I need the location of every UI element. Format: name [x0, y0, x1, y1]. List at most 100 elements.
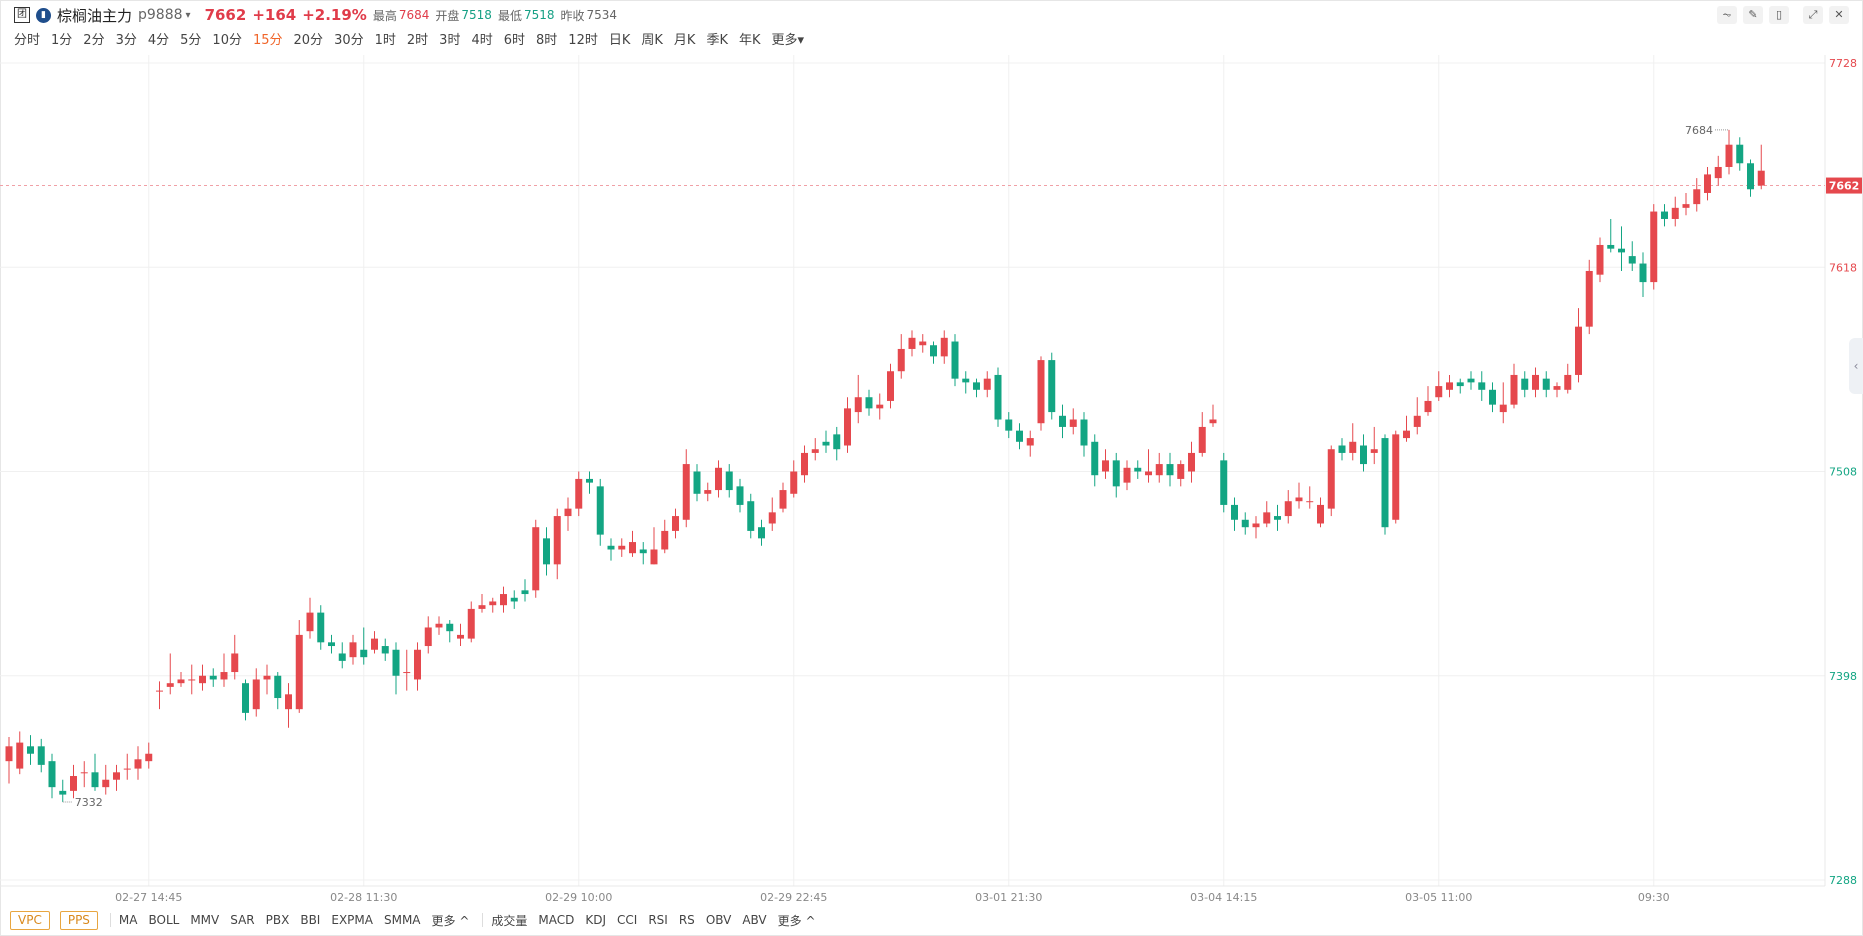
period-22[interactable]: 更多▾ [771, 33, 805, 48]
candle-body [854, 397, 862, 413]
main-indicator-0[interactable]: MA [118, 913, 138, 927]
period-20[interactable]: 季K [706, 33, 728, 48]
main-indicator-5[interactable]: BBI [300, 913, 321, 927]
sub-indicator-3[interactable]: CCI [617, 913, 638, 927]
period-4[interactable]: 4分 [147, 33, 170, 48]
candle-body [317, 612, 325, 643]
candle-body [1080, 419, 1088, 446]
sub-indicator-0[interactable]: 成交量 [491, 913, 528, 928]
period-14[interactable]: 6时 [503, 33, 526, 48]
candle-body [962, 378, 970, 383]
fullscreen-icon[interactable]: ⤢ [1803, 6, 1823, 24]
period-16[interactable]: 12时 [568, 33, 598, 48]
candle-body [1478, 382, 1486, 390]
y-tick-label: 7288 [1829, 874, 1857, 887]
y-tick-label: 7728 [1829, 57, 1857, 70]
period-1[interactable]: 1分 [51, 33, 73, 48]
sub-indicator-8[interactable]: 更多 ^ [777, 913, 816, 928]
period-8[interactable]: 20分 [293, 33, 324, 48]
main-indicator-2[interactable]: MMV [190, 913, 220, 927]
period-17[interactable]: 日K [608, 33, 631, 48]
y-tick-label: 7398 [1829, 670, 1857, 683]
candle-body [295, 634, 303, 710]
x-tick-label: 03-04 14:15 [1190, 891, 1257, 904]
candle-body [392, 649, 400, 676]
divider [482, 913, 484, 927]
collapse-panel-icon[interactable]: ‹ [1849, 338, 1863, 394]
candle-body [833, 434, 841, 450]
candle-body [1521, 378, 1529, 390]
candle-body [231, 653, 239, 673]
open-value: 7518 [461, 8, 492, 22]
candle-body [1725, 144, 1733, 167]
main-indicator-7[interactable]: SMMA [383, 913, 421, 927]
symbol-name[interactable]: 棕榈油主力 [57, 6, 133, 25]
sub-indicator-5[interactable]: RS [678, 913, 695, 927]
period-18[interactable]: 周K [641, 33, 663, 48]
close-icon[interactable]: ✕ [1829, 6, 1849, 24]
main-indicator-4[interactable]: PBX [265, 913, 290, 927]
candle-body [328, 642, 335, 647]
candle-body [1134, 467, 1142, 472]
tag-pps[interactable]: PPS [59, 910, 98, 930]
symbol-header: 团 ▮ 棕榈油主力 p9888 ▾ 7662 +164 +2.19% 最高 76… [14, 4, 617, 26]
candle-body [1693, 189, 1701, 205]
candle-body [1736, 144, 1744, 164]
period-5[interactable]: 5分 [180, 33, 202, 48]
candle-body [661, 530, 669, 550]
period-11[interactable]: 2时 [406, 33, 429, 48]
candle-body [446, 623, 454, 632]
group-badge: 团 [14, 7, 30, 23]
main-indicator-6[interactable]: EXPMA [331, 913, 373, 927]
sub-indicator-6[interactable]: OBV [705, 913, 732, 927]
candle-body [145, 753, 153, 762]
candle-body [779, 490, 787, 509]
candle-style-icon[interactable]: ▯ [1769, 6, 1789, 24]
candle-body [199, 675, 206, 684]
candle-body [822, 441, 830, 446]
period-7[interactable]: 15分 [252, 33, 283, 48]
draw-pen-icon[interactable]: ✎ [1743, 6, 1763, 24]
tag-vpc[interactable]: VPC [10, 910, 50, 930]
candle-body [123, 768, 131, 770]
main-indicator-3[interactable]: SAR [230, 913, 255, 927]
period-15[interactable]: 8时 [536, 33, 558, 48]
candle-body [134, 759, 142, 769]
period-0[interactable]: 分时 [14, 33, 41, 48]
main-indicator-8[interactable]: 更多 ^ [431, 913, 470, 928]
period-9[interactable]: 30分 [334, 33, 364, 48]
candle-body [381, 646, 389, 654]
price-change: +164 [252, 6, 297, 24]
period-13[interactable]: 4时 [471, 33, 493, 48]
sub-indicator-7[interactable]: ABV [742, 913, 767, 927]
candle-body [1360, 445, 1367, 465]
sub-indicator-2[interactable]: KDJ [585, 913, 607, 927]
period-3[interactable]: 3分 [115, 33, 137, 48]
candle-body [1005, 419, 1013, 431]
candle-body [1241, 519, 1249, 528]
period-10[interactable]: 1时 [374, 33, 396, 48]
period-6[interactable]: 10分 [212, 33, 242, 48]
period-21[interactable]: 年K [738, 33, 761, 48]
symbol-code[interactable]: p9888 [138, 7, 183, 23]
candle-body [1209, 419, 1217, 424]
period-2[interactable]: 2分 [83, 33, 105, 48]
candle-body [1639, 263, 1647, 283]
candle-body [930, 345, 937, 357]
candle-body [1757, 170, 1765, 186]
sub-indicator-4[interactable]: RSI [648, 913, 668, 927]
candle-body [1220, 460, 1228, 505]
candle-body [467, 608, 475, 639]
sub-indicator-1[interactable]: MACD [538, 913, 575, 927]
period-12[interactable]: 3时 [439, 33, 461, 48]
last-price-label: 7662 [1829, 180, 1860, 193]
chart-type-icon[interactable]: ▮ [36, 7, 51, 23]
candle-body [682, 464, 690, 520]
candle-body [510, 597, 518, 602]
symbol-dropdown-icon[interactable]: ▾ [185, 9, 191, 21]
period-19[interactable]: 月K [673, 33, 696, 48]
indicator-icon[interactable]: ⏦ [1717, 6, 1737, 24]
main-indicator-1[interactable]: BOLL [148, 913, 180, 927]
candle-body [220, 672, 228, 680]
